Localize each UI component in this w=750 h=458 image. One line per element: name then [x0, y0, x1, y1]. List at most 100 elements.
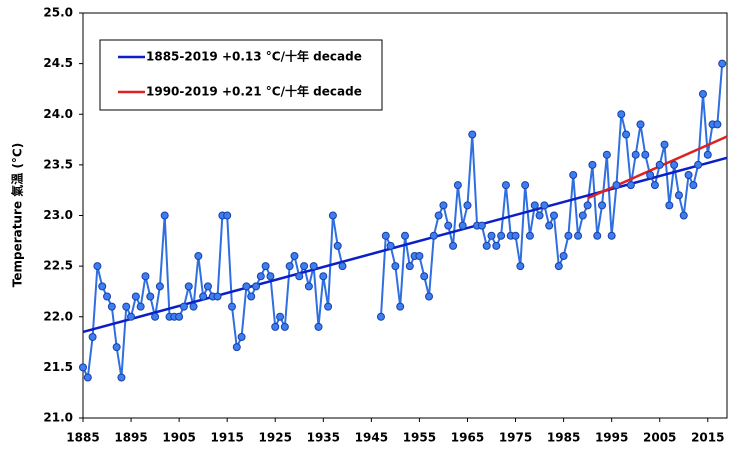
- data-point: [194, 252, 203, 260]
- data-point: [227, 302, 236, 311]
- data-point: [501, 181, 510, 190]
- data-point: [631, 150, 640, 159]
- data-point: [434, 211, 443, 220]
- data-point: [511, 231, 520, 240]
- y-tick-label: 22.0: [43, 309, 73, 323]
- x-tick-label: 1895: [114, 431, 147, 445]
- data-point: [319, 272, 328, 281]
- data-point: [449, 241, 458, 250]
- data-point: [578, 211, 587, 220]
- data-point: [376, 312, 385, 321]
- data-point: [636, 120, 645, 129]
- x-tick-label: 1915: [210, 431, 243, 445]
- data-point: [458, 221, 467, 230]
- x-tick-label: 2015: [691, 431, 724, 445]
- data-point: [338, 262, 347, 271]
- data-point: [175, 312, 184, 321]
- data-point: [333, 241, 342, 250]
- data-point: [324, 302, 333, 311]
- x-tick-label: 1985: [547, 431, 580, 445]
- data-point: [521, 181, 530, 190]
- data-point: [122, 302, 131, 311]
- data-point: [155, 282, 164, 291]
- data-point: [237, 333, 246, 341]
- y-axis-title: Temperature 氣溫 (°C): [10, 143, 25, 287]
- x-tick-label: 1905: [162, 431, 195, 445]
- data-point: [271, 322, 280, 331]
- data-point: [141, 272, 150, 281]
- data-point: [127, 312, 136, 321]
- x-tick-label: 2005: [643, 431, 676, 445]
- data-point: [525, 231, 534, 240]
- data-point: [189, 302, 198, 311]
- data-point: [641, 150, 650, 159]
- y-tick-label: 24.5: [43, 56, 73, 70]
- data-point: [425, 292, 434, 301]
- x-tick-label: 1945: [355, 431, 388, 445]
- data-point: [698, 90, 707, 98]
- data-point: [497, 231, 506, 240]
- legend-label: 1990-2019 +0.21 °C/十年 decade: [146, 84, 362, 99]
- data-point: [535, 211, 544, 220]
- data-point: [718, 59, 727, 68]
- data-point: [646, 171, 655, 179]
- data-point: [199, 292, 208, 301]
- data-point: [386, 241, 395, 250]
- data-point: [247, 292, 256, 301]
- data-point: [684, 171, 693, 179]
- data-point: [689, 181, 698, 190]
- data-point: [569, 171, 578, 179]
- y-tick-label: 25.0: [43, 6, 73, 20]
- data-point: [439, 201, 448, 210]
- data-point: [151, 312, 160, 321]
- data-point: [107, 302, 116, 311]
- y-tick-label: 23.0: [43, 208, 73, 222]
- data-point: [622, 130, 631, 139]
- legend-label: 1885-2019 +0.13 °C/十年 decade: [146, 49, 362, 64]
- data-point: [88, 333, 97, 341]
- y-tick-label: 21.0: [43, 411, 73, 425]
- data-point: [530, 201, 539, 210]
- x-tick-label: 1995: [595, 431, 628, 445]
- x-tick-label: 1885: [66, 431, 99, 445]
- y-tick-label: 23.5: [43, 157, 73, 171]
- data-point: [665, 201, 674, 210]
- data-point: [203, 282, 212, 291]
- data-point: [136, 302, 145, 311]
- data-point: [146, 292, 155, 301]
- data-point: [285, 262, 294, 271]
- data-point: [626, 181, 635, 190]
- data-point: [420, 272, 429, 281]
- data-point: [391, 262, 400, 271]
- x-tick-label: 1975: [499, 431, 532, 445]
- data-point: [405, 262, 414, 271]
- data-point: [660, 140, 669, 149]
- data-point: [487, 231, 496, 240]
- data-point: [468, 130, 477, 139]
- data-point: [83, 373, 92, 382]
- data-point: [607, 231, 616, 240]
- data-point: [131, 292, 140, 301]
- data-point: [232, 343, 241, 352]
- data-point: [574, 231, 583, 240]
- data-point: [103, 292, 112, 301]
- data-point: [415, 252, 424, 260]
- x-tick-label: 1955: [403, 431, 436, 445]
- data-point: [184, 282, 193, 291]
- data-point: [598, 201, 607, 210]
- data-point: [583, 201, 592, 210]
- y-tick-label: 22.5: [43, 259, 73, 273]
- data-point: [290, 252, 299, 260]
- data-point: [300, 262, 309, 271]
- data-point: [540, 201, 549, 210]
- data-point: [396, 302, 405, 311]
- data-point: [554, 262, 563, 271]
- data-point: [242, 282, 251, 291]
- data-point: [516, 262, 525, 271]
- data-point: [477, 221, 486, 230]
- data-point: [295, 272, 304, 281]
- x-tick-label: 1935: [307, 431, 340, 445]
- data-point: [444, 221, 453, 230]
- data-point: [549, 211, 558, 220]
